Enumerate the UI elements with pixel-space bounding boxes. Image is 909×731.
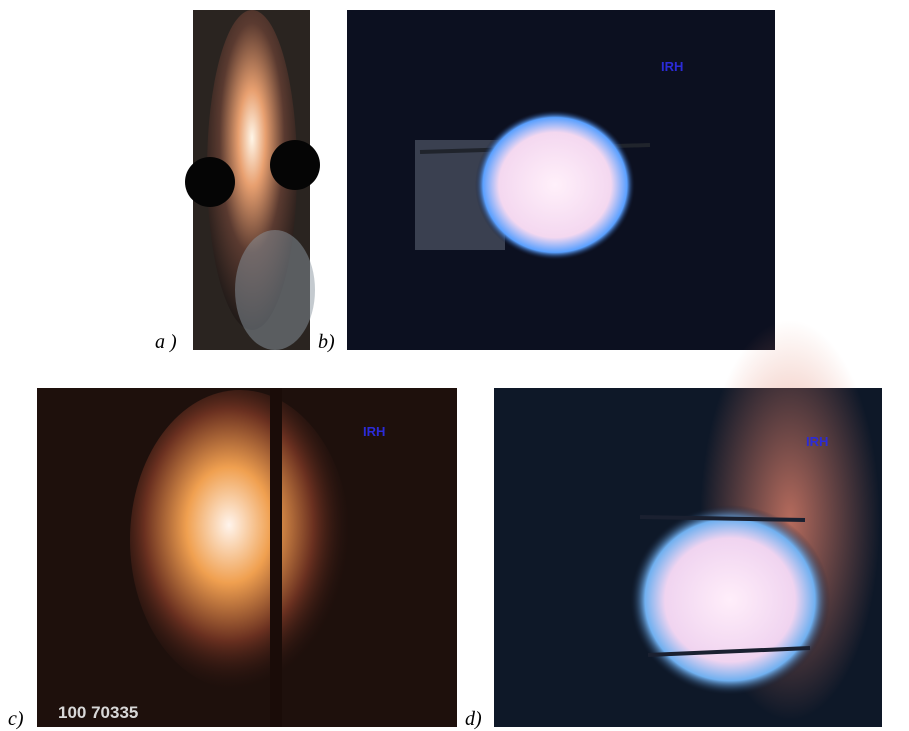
hole bbox=[185, 157, 235, 207]
logo: IRH bbox=[661, 59, 683, 74]
flame bbox=[475, 110, 635, 260]
panel-label: a ) bbox=[155, 331, 177, 353]
flame bbox=[130, 390, 350, 690]
logo: IRH bbox=[806, 434, 828, 449]
rod bbox=[270, 388, 282, 727]
rod bbox=[639, 515, 806, 522]
smoke bbox=[235, 230, 315, 350]
flame bbox=[630, 505, 830, 695]
rod bbox=[647, 646, 811, 657]
panel-label: d) bbox=[465, 708, 482, 730]
panel-label: c) bbox=[8, 708, 24, 730]
logo: IRH bbox=[363, 424, 385, 439]
hole bbox=[270, 140, 320, 190]
panel-label: b) bbox=[318, 331, 335, 353]
caption: 100 70335 bbox=[58, 703, 138, 722]
